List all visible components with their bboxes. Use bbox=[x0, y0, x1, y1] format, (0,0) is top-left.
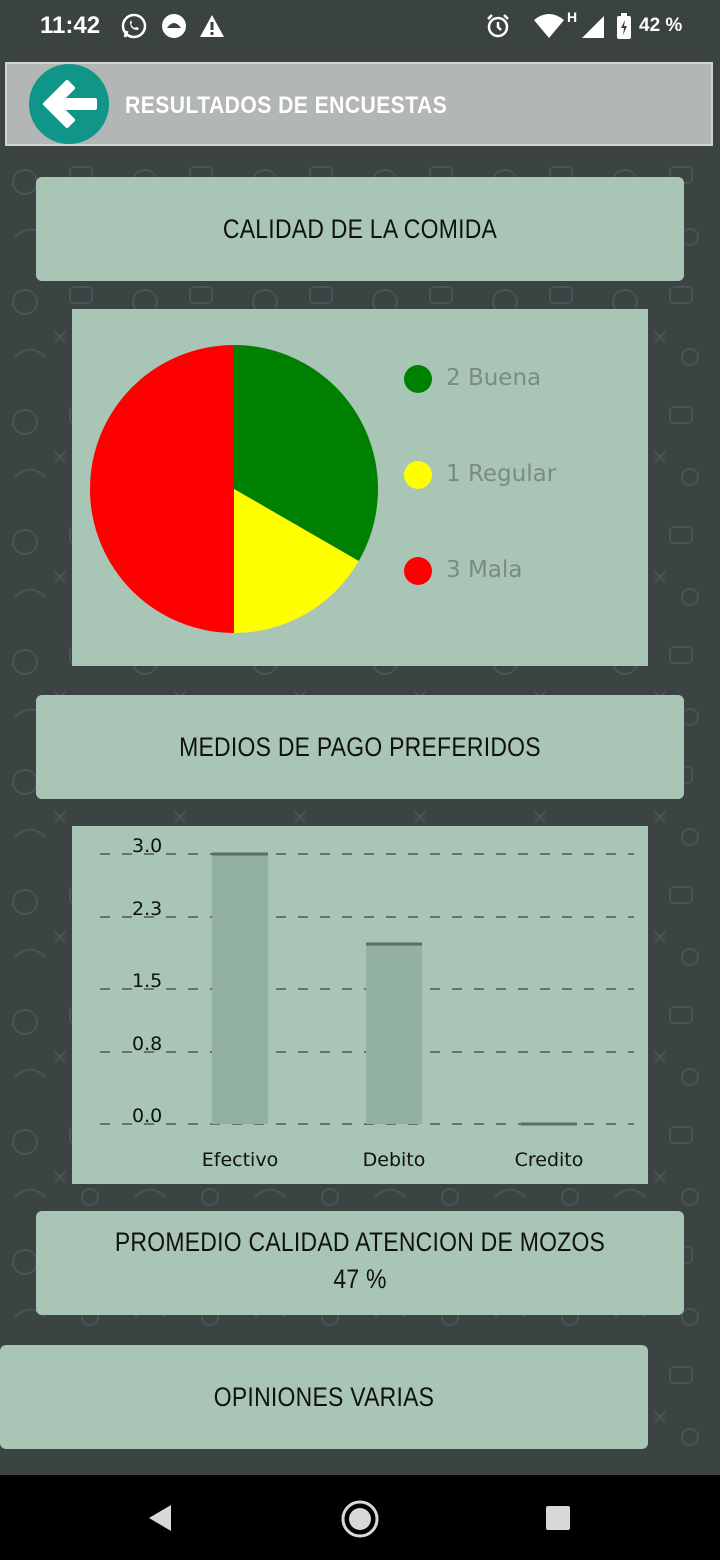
alarm-icon bbox=[487, 14, 509, 38]
opinions-card[interactable]: OPINIONES VARIAS bbox=[0, 1345, 648, 1449]
bar bbox=[212, 854, 268, 1124]
app-notification-icon bbox=[162, 14, 186, 38]
bar-chart: 0.0 0.8 1.5 2.3 3.0 Efectivo Debito Credito bbox=[100, 835, 634, 1171]
app-bar: RESULTADOS DE ENCUESTAS bbox=[5, 62, 713, 146]
opinions-title: OPINIONES VARIAS bbox=[213, 1382, 435, 1412]
waiter-quality-value: 47 % bbox=[333, 1264, 387, 1294]
battery-level: 42 % bbox=[639, 15, 683, 36]
waiter-quality-card[interactable]: PROMEDIO CALIDAD ATENCION DE MOZOS 47 % bbox=[36, 1211, 684, 1315]
signal-h-icon: H bbox=[567, 9, 604, 38]
pie-slice bbox=[234, 345, 378, 561]
pie-slice bbox=[234, 489, 359, 633]
status-time: 11:42 bbox=[40, 12, 101, 39]
food-quality-chart: 2 Buena 1 Regular 3 Mala bbox=[72, 309, 648, 666]
payment-methods-chart: 0.0 0.8 1.5 2.3 3.0 Efectivo Debito Credito bbox=[72, 826, 648, 1184]
y-tick-label: 1.5 bbox=[132, 970, 162, 992]
x-tick-label: Efectivo bbox=[202, 1149, 278, 1171]
pie-slice bbox=[90, 345, 234, 633]
legend-dot bbox=[404, 365, 432, 393]
y-tick-label: 2.3 bbox=[132, 898, 162, 920]
waiter-quality-title: PROMEDIO CALIDAD ATENCION DE MOZOS bbox=[114, 1227, 606, 1257]
legend-label: 2 Buena bbox=[446, 365, 542, 391]
payment-methods-title: MEDIOS DE PAGO PREFERIDOS bbox=[179, 732, 541, 762]
legend-label: 3 Mala bbox=[446, 557, 523, 583]
content-area[interactable]: CALIDAD DE LA COMIDA 2 Buena 1 Regular 3 M… bbox=[0, 152, 720, 1475]
y-tick-label: 0.8 bbox=[132, 1033, 162, 1055]
y-tick-label: 3.0 bbox=[132, 835, 162, 857]
battery-icon bbox=[617, 13, 631, 39]
nav-recents-icon[interactable] bbox=[545, 1505, 571, 1531]
nav-home-icon[interactable] bbox=[340, 1499, 380, 1539]
food-quality-card[interactable]: CALIDAD DE LA COMIDA bbox=[36, 177, 684, 281]
payment-methods-card[interactable]: MEDIOS DE PAGO PREFERIDOS bbox=[36, 695, 684, 799]
arrow-left-icon bbox=[43, 80, 97, 128]
y-tick-label: 0.0 bbox=[132, 1105, 162, 1127]
food-quality-title: CALIDAD DE LA COMIDA bbox=[222, 214, 498, 244]
wifi-icon bbox=[534, 14, 564, 38]
bar bbox=[366, 944, 422, 1124]
back-button[interactable] bbox=[29, 64, 109, 144]
page-title: RESULTADOS DE ENCUESTAS bbox=[125, 92, 448, 119]
whatsapp-icon bbox=[121, 13, 147, 39]
status-bar: 11:42 H 42 % bbox=[0, 0, 720, 54]
svg-text:H: H bbox=[567, 9, 577, 25]
legend-label: 1 Regular bbox=[446, 461, 557, 487]
pie-chart bbox=[90, 345, 378, 633]
warning-icon bbox=[200, 15, 224, 37]
x-tick-label: Debito bbox=[363, 1149, 426, 1171]
nav-back-icon[interactable] bbox=[146, 1503, 174, 1533]
navigation-bar bbox=[0, 1475, 720, 1560]
legend-dot bbox=[404, 557, 432, 585]
legend-dot bbox=[404, 461, 432, 489]
x-tick-label: Credito bbox=[515, 1149, 584, 1171]
